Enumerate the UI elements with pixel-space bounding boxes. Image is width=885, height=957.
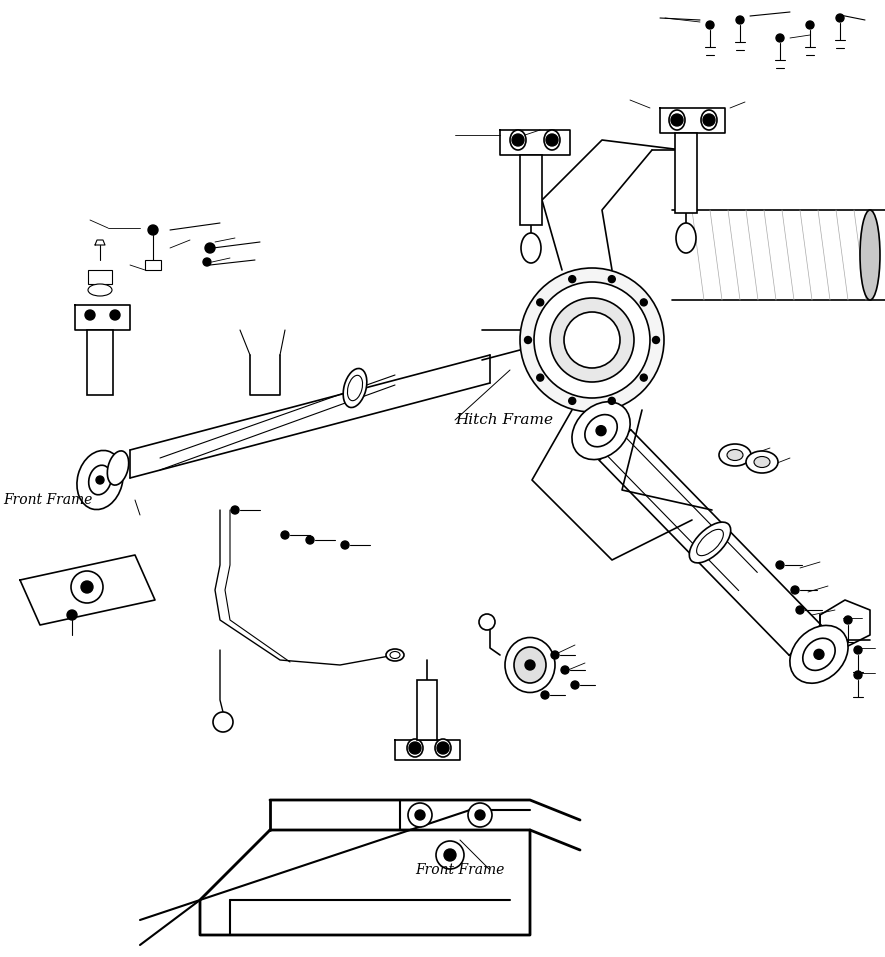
Bar: [145, 260, 161, 270]
Circle shape: [437, 742, 449, 754]
Circle shape: [479, 614, 495, 630]
Ellipse shape: [514, 647, 546, 683]
Circle shape: [640, 374, 647, 381]
Circle shape: [525, 337, 532, 344]
Circle shape: [844, 616, 852, 624]
Circle shape: [854, 671, 862, 679]
Text: Front Frame: Front Frame: [3, 493, 92, 507]
Ellipse shape: [88, 284, 112, 296]
Circle shape: [148, 225, 158, 235]
Ellipse shape: [727, 450, 743, 460]
Ellipse shape: [676, 223, 696, 253]
Bar: [675, 133, 697, 213]
Circle shape: [536, 299, 543, 306]
Ellipse shape: [510, 130, 526, 150]
Ellipse shape: [754, 456, 770, 468]
Circle shape: [409, 742, 421, 754]
Circle shape: [546, 134, 558, 146]
Text: Hitch Frame: Hitch Frame: [455, 413, 553, 427]
Circle shape: [703, 114, 715, 126]
Circle shape: [475, 810, 485, 820]
Circle shape: [736, 16, 744, 24]
Ellipse shape: [521, 233, 541, 263]
Circle shape: [71, 571, 103, 603]
Circle shape: [213, 712, 233, 732]
Circle shape: [512, 134, 524, 146]
Circle shape: [569, 276, 576, 282]
Ellipse shape: [696, 529, 723, 556]
Circle shape: [520, 268, 664, 412]
Circle shape: [468, 803, 492, 827]
Ellipse shape: [505, 637, 555, 693]
Circle shape: [571, 681, 579, 689]
Circle shape: [203, 258, 211, 266]
Circle shape: [205, 243, 215, 253]
Circle shape: [541, 691, 549, 699]
Bar: [88, 270, 112, 284]
Circle shape: [564, 312, 620, 368]
Ellipse shape: [386, 649, 404, 661]
Ellipse shape: [435, 739, 451, 757]
Circle shape: [550, 298, 634, 382]
Circle shape: [608, 397, 615, 405]
Ellipse shape: [746, 451, 778, 473]
Circle shape: [836, 14, 844, 22]
Bar: [520, 155, 542, 225]
Circle shape: [854, 646, 862, 654]
Circle shape: [67, 610, 77, 620]
Ellipse shape: [88, 465, 112, 495]
Ellipse shape: [544, 130, 560, 150]
Circle shape: [415, 810, 425, 820]
Circle shape: [569, 397, 576, 405]
Circle shape: [536, 374, 543, 381]
Circle shape: [671, 114, 683, 126]
Circle shape: [341, 541, 349, 549]
Bar: [417, 680, 437, 740]
Circle shape: [596, 426, 606, 435]
Ellipse shape: [407, 739, 423, 757]
Circle shape: [652, 337, 659, 344]
Circle shape: [561, 666, 569, 674]
Circle shape: [85, 310, 95, 320]
Ellipse shape: [719, 444, 751, 466]
Ellipse shape: [689, 523, 731, 563]
Ellipse shape: [343, 368, 366, 408]
Circle shape: [814, 650, 824, 659]
Circle shape: [81, 581, 93, 593]
Circle shape: [408, 803, 432, 827]
Ellipse shape: [669, 110, 685, 130]
Circle shape: [796, 606, 804, 614]
Circle shape: [525, 660, 535, 670]
Text: Front Frame: Front Frame: [415, 863, 504, 877]
Circle shape: [231, 506, 239, 514]
Bar: [87, 330, 113, 395]
Ellipse shape: [701, 110, 717, 130]
Ellipse shape: [860, 210, 880, 300]
Ellipse shape: [348, 375, 363, 401]
Circle shape: [551, 651, 559, 659]
Circle shape: [110, 310, 120, 320]
Circle shape: [281, 531, 289, 539]
Ellipse shape: [572, 402, 630, 459]
Ellipse shape: [107, 451, 128, 485]
Circle shape: [436, 841, 464, 869]
Circle shape: [608, 276, 615, 282]
Circle shape: [776, 561, 784, 569]
Circle shape: [444, 849, 456, 861]
Circle shape: [806, 21, 814, 29]
Circle shape: [791, 586, 799, 594]
Circle shape: [534, 282, 650, 398]
Ellipse shape: [77, 451, 123, 509]
Circle shape: [706, 21, 714, 29]
Circle shape: [306, 536, 314, 544]
Ellipse shape: [790, 626, 848, 683]
Ellipse shape: [390, 652, 400, 658]
Ellipse shape: [803, 638, 835, 671]
Ellipse shape: [585, 414, 617, 447]
Circle shape: [96, 476, 104, 484]
Circle shape: [640, 299, 647, 306]
Circle shape: [776, 34, 784, 42]
